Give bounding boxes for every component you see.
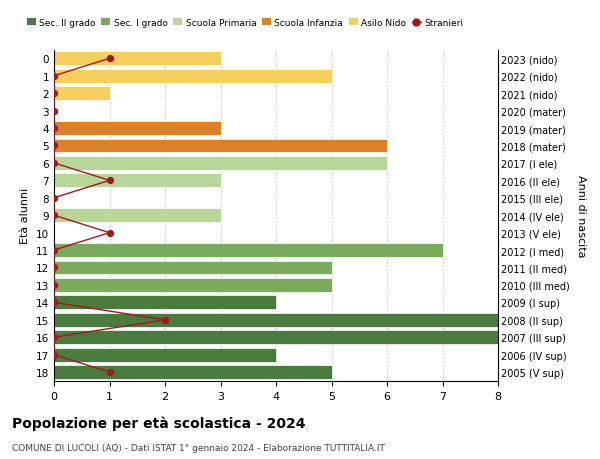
Bar	[54, 174, 221, 188]
Point	[160, 316, 170, 324]
Text: Popolazione per età scolastica - 2024: Popolazione per età scolastica - 2024	[12, 415, 305, 430]
Bar	[54, 330, 498, 344]
Point	[49, 125, 59, 133]
Point	[49, 334, 59, 341]
Point	[105, 56, 115, 63]
Point	[49, 299, 59, 306]
Bar	[54, 313, 498, 327]
Point	[49, 195, 59, 202]
Bar	[54, 348, 276, 362]
Bar	[54, 52, 221, 66]
Text: COMUNE DI LUCOLI (AQ) - Dati ISTAT 1° gennaio 2024 - Elaborazione TUTTITALIA.IT: COMUNE DI LUCOLI (AQ) - Dati ISTAT 1° ge…	[12, 443, 385, 452]
Point	[49, 142, 59, 150]
Y-axis label: Anni di nascita: Anni di nascita	[576, 174, 586, 257]
Bar	[54, 365, 331, 379]
Point	[49, 247, 59, 254]
Bar	[54, 261, 331, 275]
Bar	[54, 157, 387, 170]
Y-axis label: Età alunni: Età alunni	[20, 188, 31, 244]
Point	[49, 212, 59, 219]
Point	[49, 90, 59, 98]
Bar	[54, 122, 221, 136]
Point	[49, 160, 59, 167]
Point	[49, 351, 59, 358]
Point	[105, 177, 115, 185]
Bar	[54, 139, 387, 153]
Legend: Sec. II grado, Sec. I grado, Scuola Primaria, Scuola Infanzia, Asilo Nido, Stran: Sec. II grado, Sec. I grado, Scuola Prim…	[23, 15, 467, 32]
Bar	[54, 278, 331, 292]
Point	[49, 264, 59, 272]
Point	[49, 282, 59, 289]
Point	[49, 73, 59, 80]
Point	[105, 369, 115, 376]
Point	[49, 108, 59, 115]
Bar	[54, 244, 443, 257]
Bar	[54, 296, 276, 310]
Bar	[54, 209, 221, 223]
Bar	[54, 87, 110, 101]
Bar	[54, 70, 331, 84]
Point	[105, 230, 115, 237]
